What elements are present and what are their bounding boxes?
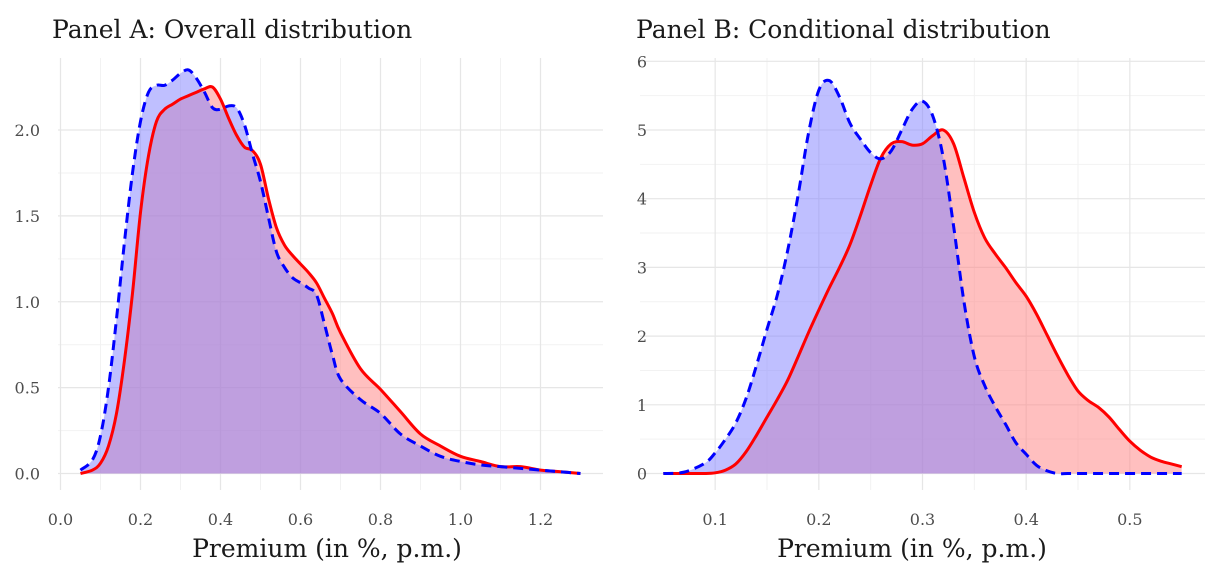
panel-b-series-2-line xyxy=(663,78,1182,476)
panel-b-title: Panel B: Conditional distribution xyxy=(636,15,1051,44)
panel-b-y-tick-label: 2 xyxy=(637,327,647,346)
panel-b-series-2-area xyxy=(663,80,1182,474)
panel-b-x-tick-label: 0.1 xyxy=(702,510,727,529)
panel-a-areas xyxy=(80,69,581,474)
panel-b: Panel B: Conditional distribution 0.1 0.2… xyxy=(636,15,1205,563)
panel-b-areas xyxy=(663,80,1182,474)
panel-b-x-axis-label: Premium (in %, p.m.) xyxy=(777,534,1047,563)
panel-a-x-tick-label: 0.8 xyxy=(368,510,393,529)
panel-a-x-tick-label: 1.0 xyxy=(448,510,473,529)
panel-a-x-axis-label: Premium (in %, p.m.) xyxy=(192,534,462,563)
panel-b-x-tick-label: 0.4 xyxy=(1013,510,1038,529)
panel-a-y-tick-label: 1.5 xyxy=(15,207,40,226)
panel-a-y-tick-label: 0.5 xyxy=(15,379,40,398)
panel-a-x-tick-label: 0.4 xyxy=(208,510,233,529)
panel-a-lines xyxy=(79,68,581,476)
panel-a-series-1-line xyxy=(80,84,581,476)
panel-b-x-tick-label: 0.2 xyxy=(806,510,831,529)
panel-b-y-tick-label: 6 xyxy=(637,52,647,71)
panel-b-y-tick-label: 4 xyxy=(637,190,647,209)
panel-a-x-tick-label: 0.2 xyxy=(128,510,153,529)
panel-a-y-tick-label: 1.0 xyxy=(15,293,40,312)
panel-a-x-tick-label: 0.6 xyxy=(288,510,313,529)
panel-a-series-2-line xyxy=(79,68,581,476)
panel-a-title: Panel A: Overall distribution xyxy=(52,15,412,44)
panel-b-y-tick-label: 3 xyxy=(637,258,647,277)
panel-a: Panel A: Overall distribution 0.0 0.2 0.4 0… xyxy=(15,15,603,563)
panel-a-y-tick-label: 0.0 xyxy=(15,465,40,484)
panel-a-x-tick-label: 1.2 xyxy=(528,510,553,529)
panel-b-series-1-line xyxy=(663,128,1183,476)
panel-b-y-tick-label: 1 xyxy=(637,396,647,415)
panel-a-series-2-area xyxy=(80,69,581,474)
panel-a-x-tick-label: 0.0 xyxy=(48,510,73,529)
panel-b-ticks: 0.1 0.2 0.3 0.4 0.5 0 1 2 3 4 5 6 xyxy=(637,52,1143,529)
panel-b-y-tick-label: 0 xyxy=(637,465,647,484)
panel-a-ticks: 0.0 0.2 0.4 0.6 0.8 1.0 1.2 0.0 0.5 1.0 1.5 2.0 xyxy=(15,121,554,529)
panel-b-lines xyxy=(663,78,1183,476)
panel-b-y-tick-label: 5 xyxy=(637,121,647,140)
panel-b-x-tick-label: 0.3 xyxy=(910,510,935,529)
panel-b-x-tick-label: 0.5 xyxy=(1117,510,1142,529)
panel-a-y-tick-label: 2.0 xyxy=(15,121,40,140)
